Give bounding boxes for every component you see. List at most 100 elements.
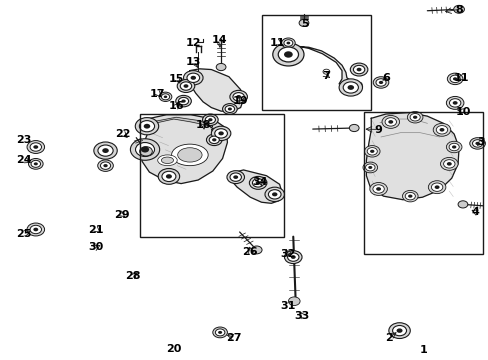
Circle shape	[362, 162, 377, 173]
Circle shape	[162, 171, 176, 181]
Circle shape	[271, 192, 277, 196]
Circle shape	[183, 84, 188, 88]
Circle shape	[102, 148, 109, 153]
Polygon shape	[189, 69, 243, 111]
Circle shape	[451, 145, 455, 149]
Circle shape	[286, 42, 290, 44]
Circle shape	[409, 113, 419, 121]
Circle shape	[356, 68, 361, 71]
Polygon shape	[152, 117, 215, 130]
Circle shape	[27, 140, 44, 153]
Text: 28: 28	[125, 271, 141, 281]
Polygon shape	[300, 46, 362, 87]
Circle shape	[251, 246, 262, 254]
Bar	[363, 112, 483, 253]
Circle shape	[338, 79, 362, 96]
Text: 7: 7	[322, 71, 329, 81]
Text: 14: 14	[211, 35, 226, 45]
Circle shape	[206, 134, 222, 145]
Circle shape	[215, 329, 224, 336]
Circle shape	[439, 128, 444, 132]
Text: 16: 16	[168, 102, 183, 112]
Circle shape	[178, 97, 188, 105]
Circle shape	[205, 116, 215, 123]
Circle shape	[130, 139, 159, 160]
Circle shape	[214, 129, 227, 138]
Circle shape	[212, 327, 227, 338]
Circle shape	[27, 223, 44, 236]
Circle shape	[103, 164, 107, 167]
Text: 9: 9	[374, 125, 382, 135]
Circle shape	[299, 19, 308, 27]
Circle shape	[255, 181, 260, 185]
Circle shape	[229, 90, 247, 103]
Circle shape	[430, 183, 442, 192]
Text: 30: 30	[88, 242, 103, 252]
Circle shape	[365, 164, 374, 171]
Circle shape	[186, 73, 199, 82]
Circle shape	[435, 126, 447, 134]
Ellipse shape	[177, 148, 202, 162]
Text: 5: 5	[301, 19, 308, 29]
Text: 11: 11	[269, 38, 285, 48]
Circle shape	[175, 95, 191, 107]
Text: 17: 17	[150, 89, 165, 99]
Circle shape	[343, 82, 358, 93]
Circle shape	[378, 81, 383, 84]
Circle shape	[211, 126, 230, 140]
Circle shape	[402, 190, 417, 202]
Text: 10: 10	[454, 107, 469, 117]
Circle shape	[407, 112, 422, 123]
Text: 33: 33	[294, 311, 309, 320]
Circle shape	[369, 183, 386, 195]
Circle shape	[434, 185, 439, 189]
Circle shape	[387, 120, 392, 124]
Circle shape	[98, 160, 113, 171]
Text: 2: 2	[384, 333, 392, 343]
Circle shape	[209, 136, 219, 144]
Text: 8: 8	[454, 5, 462, 15]
Circle shape	[252, 179, 264, 187]
Circle shape	[135, 118, 158, 135]
Circle shape	[190, 76, 196, 80]
Text: 6: 6	[381, 73, 389, 83]
Circle shape	[288, 297, 300, 306]
Circle shape	[347, 85, 353, 90]
Circle shape	[284, 51, 292, 58]
Circle shape	[284, 251, 302, 264]
Circle shape	[163, 95, 167, 98]
Circle shape	[218, 131, 224, 135]
Circle shape	[158, 168, 179, 184]
Text: 12: 12	[185, 38, 201, 48]
Circle shape	[284, 40, 292, 46]
Circle shape	[396, 328, 402, 333]
Circle shape	[181, 99, 185, 103]
Circle shape	[141, 147, 149, 153]
Polygon shape	[142, 115, 227, 184]
Circle shape	[448, 143, 458, 151]
Circle shape	[30, 143, 41, 151]
Circle shape	[348, 125, 358, 132]
Circle shape	[161, 94, 169, 100]
Text: 20: 20	[166, 344, 181, 354]
Bar	[262, 15, 370, 110]
Text: 31: 31	[280, 301, 295, 311]
Circle shape	[34, 162, 38, 165]
Circle shape	[427, 181, 445, 194]
Circle shape	[452, 77, 456, 81]
Circle shape	[264, 187, 284, 202]
Circle shape	[449, 75, 459, 82]
Circle shape	[140, 147, 152, 156]
Text: 32: 32	[280, 248, 295, 258]
Circle shape	[369, 150, 374, 153]
Ellipse shape	[158, 155, 177, 166]
Text: 29: 29	[114, 210, 129, 220]
Circle shape	[100, 162, 110, 170]
Circle shape	[372, 185, 384, 193]
Circle shape	[183, 71, 203, 85]
Text: 34: 34	[252, 177, 267, 187]
Text: 3: 3	[476, 138, 484, 147]
Text: 4: 4	[470, 207, 478, 217]
Circle shape	[349, 63, 367, 76]
Circle shape	[268, 190, 281, 199]
